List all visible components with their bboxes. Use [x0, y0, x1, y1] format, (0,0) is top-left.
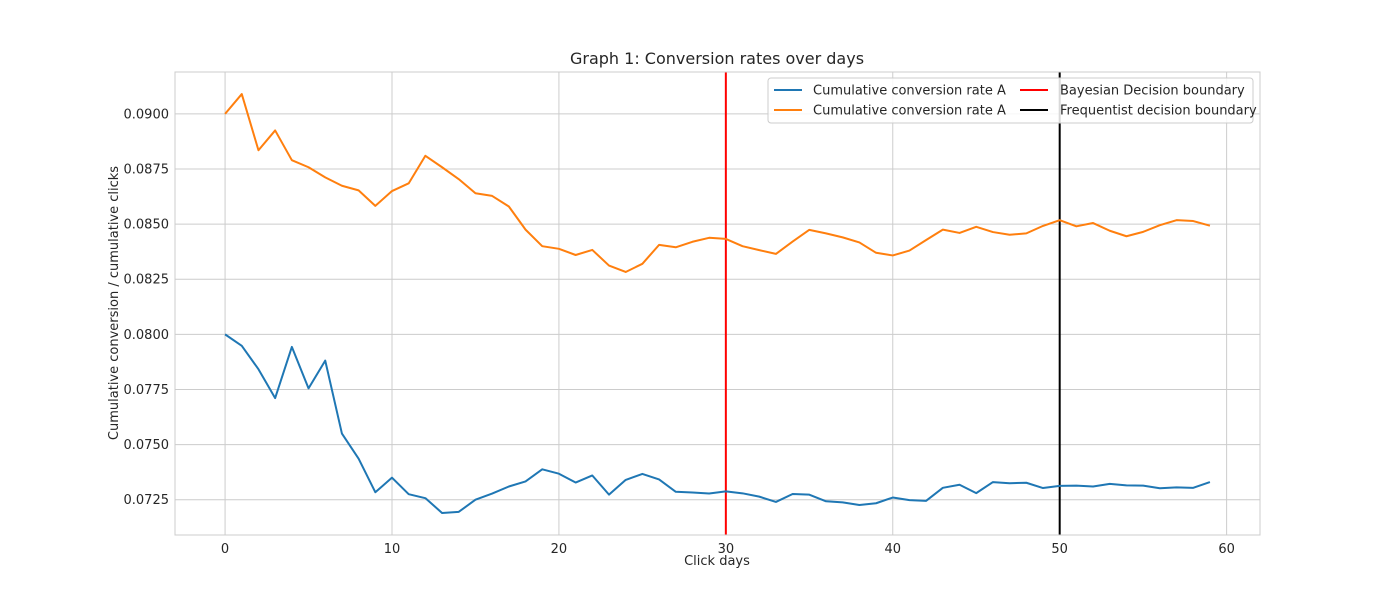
x-tick-label: 20 [551, 542, 568, 557]
y-tick-label: 0.0775 [124, 383, 170, 398]
x-tick-label: 10 [384, 542, 401, 557]
x-tick-label: 50 [1051, 542, 1068, 557]
x-tick-label: 60 [1218, 542, 1235, 557]
decision-boundaries [724, 72, 1061, 535]
y-tick-label: 0.0875 [124, 163, 170, 178]
legend-label: Cumulative conversion rate A [813, 104, 1006, 119]
tick-labels: 0 10 20 30 40 50 60 0.0725 0.0750 0.0775 0.0800 0.0… [124, 107, 1235, 557]
chart-title: Graph 1: Conversion rates over days [570, 49, 864, 68]
x-tick-label: 40 [884, 542, 901, 557]
plot-frame [174, 71, 1261, 536]
y-tick-label: 0.0750 [124, 438, 170, 453]
x-tick-label: 0 [221, 542, 229, 557]
legend-label: Cumulative conversion rate A [813, 84, 1006, 99]
series-lines [224, 93, 1211, 514]
y-axis-label: Cumulative conversion / cumulative click… [107, 166, 122, 440]
y-tick-label: 0.0850 [124, 218, 170, 233]
x-tick-label: 30 [718, 542, 735, 557]
legend-label: Bayesian Decision boundary [1060, 84, 1245, 99]
x-axis-label: Click days [684, 554, 750, 569]
legend-box [767, 77, 1254, 124]
y-tick-label: 0.0900 [124, 107, 170, 122]
series-line [224, 93, 1211, 273]
grid-lines [175, 72, 1260, 535]
y-tick-label: 0.0725 [124, 493, 170, 508]
legend: Cumulative conversion rate A Cumulative c… [767, 77, 1257, 124]
series-line [224, 333, 1211, 514]
legend-label: Frequentist decision boundary [1060, 104, 1257, 119]
y-tick-label: 0.0825 [124, 273, 170, 288]
y-tick-label: 0.0800 [124, 328, 170, 343]
